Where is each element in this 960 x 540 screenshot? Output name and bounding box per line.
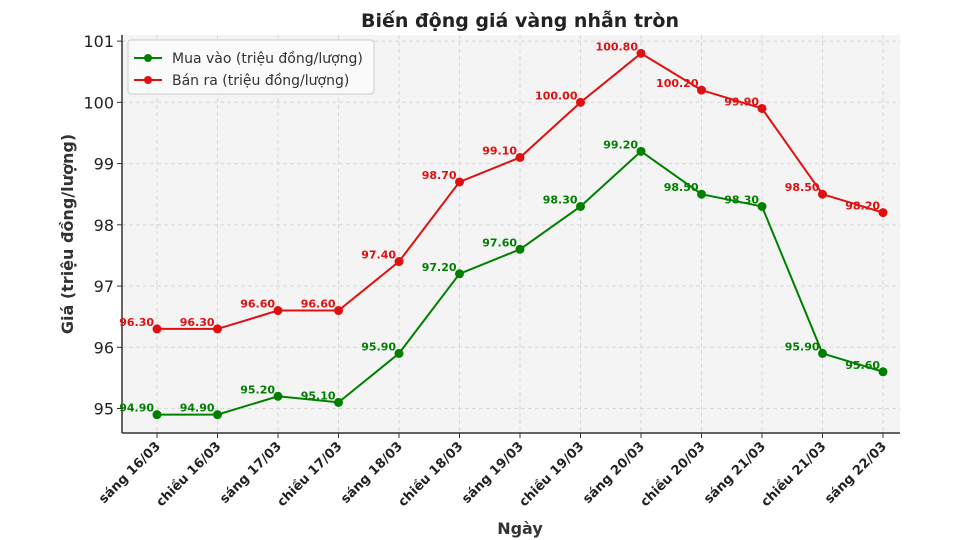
data-point [576, 201, 585, 211]
x-tick-label: chiều 18/03 [396, 439, 467, 510]
legend-item-ban: Bán ra (triệu đồng/lượng) [172, 72, 349, 89]
y-axis-label: Giá (triệu đồng/lượng) [58, 134, 77, 334]
data-label: 94.90 [119, 402, 154, 415]
x-tick-label: sáng 17/03 [217, 439, 285, 507]
data-point [152, 410, 162, 420]
data-label: 97.20 [422, 261, 457, 274]
data-label: 95.60 [845, 359, 880, 372]
data-point [334, 397, 343, 407]
data-label: 98.50 [785, 181, 820, 194]
data-point [757, 103, 767, 113]
data-label: 100.80 [596, 40, 639, 53]
data-label: 98.20 [845, 200, 880, 213]
y-tick-label: 100 [83, 93, 114, 112]
data-point [878, 367, 888, 377]
legend-marker-mua [144, 54, 152, 62]
data-label: 98.50 [664, 181, 699, 194]
data-point [213, 324, 222, 334]
data-label: 98.30 [543, 193, 578, 206]
data-label: 97.60 [482, 236, 517, 249]
data-point [394, 348, 404, 358]
data-label: 98.70 [422, 169, 457, 182]
data-label: 95.20 [240, 383, 275, 396]
data-point [878, 208, 888, 218]
x-tick-label: sáng 21/03 [701, 439, 769, 507]
y-tick-label: 97 [94, 277, 114, 296]
data-label: 95.90 [785, 340, 820, 353]
data-point [818, 189, 827, 199]
data-label: 96.60 [240, 298, 275, 311]
data-label: 99.90 [724, 95, 759, 108]
x-tick-label: sáng 19/03 [459, 439, 527, 507]
chart-title: Biến động giá vàng nhẫn tròn [361, 8, 679, 32]
x-tick-label: sáng 18/03 [338, 439, 406, 507]
data-point [213, 410, 222, 420]
x-tick-label: chiều 20/03 [638, 439, 709, 510]
legend-item-mua: Mua vào (triệu đồng/lượng) [172, 50, 363, 67]
y-tick-label: 99 [94, 155, 114, 174]
x-tick-label: chiều 21/03 [759, 439, 830, 510]
plot-area [122, 35, 900, 433]
data-point [334, 306, 343, 316]
y-tick-label: 98 [94, 216, 114, 235]
data-label: 97.40 [361, 249, 396, 262]
legend: Mua vào (triệu đồng/lượng) Bán ra (triệu… [127, 39, 375, 95]
data-label: 96.30 [119, 316, 154, 329]
x-axis-label: Ngày [497, 519, 543, 538]
x-tick-label: sáng 16/03 [96, 439, 164, 507]
data-point [576, 97, 585, 107]
y-tick-label: 95 [94, 400, 114, 419]
data-label: 95.10 [301, 389, 336, 402]
data-point [818, 348, 827, 358]
x-tick-label: sáng 20/03 [580, 439, 648, 507]
data-point [636, 48, 646, 58]
data-label: 100.20 [656, 77, 699, 90]
data-label: 95.90 [361, 340, 396, 353]
data-point [636, 146, 646, 156]
data-label: 96.30 [180, 316, 215, 329]
x-tick-label: chiều 17/03 [275, 439, 346, 510]
legend-marker-ban [144, 76, 152, 84]
data-point [273, 306, 283, 316]
x-tick-label: sáng 22/03 [822, 439, 890, 507]
data-point [515, 244, 525, 254]
data-label: 100.00 [535, 89, 578, 102]
x-tick-label: chiều 16/03 [154, 439, 225, 510]
data-point [273, 391, 283, 401]
data-label: 94.90 [180, 402, 215, 415]
data-label: 99.20 [603, 138, 638, 151]
data-point [515, 152, 525, 162]
data-point [394, 257, 404, 267]
data-point [455, 269, 464, 279]
data-label: 98.30 [724, 193, 759, 206]
data-point [152, 324, 162, 334]
data-label: 96.60 [301, 298, 336, 311]
y-tick-label: 101 [83, 32, 114, 51]
data-point [697, 189, 706, 199]
y-tick-label: 96 [94, 338, 114, 357]
data-point [757, 201, 767, 211]
data-point [455, 177, 464, 187]
data-point [697, 85, 706, 95]
data-label: 99.10 [482, 144, 517, 157]
x-tick-label: chiều 19/03 [517, 439, 588, 510]
